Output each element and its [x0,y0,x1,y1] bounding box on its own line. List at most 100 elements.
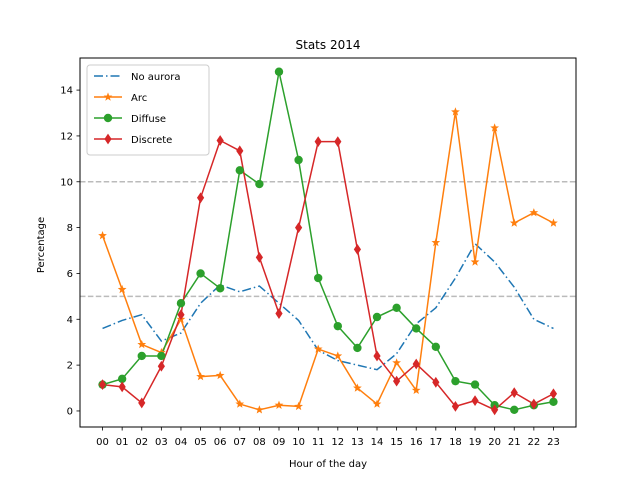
plot-frame [79,57,577,428]
data-point-arc-21 [509,218,519,227]
data-point-discrete-08 [255,251,263,263]
x-tick-label-14: 14 [371,437,384,448]
data-point-diffuse-17 [431,342,441,351]
x-axis: 00 01 02 03 04 05 06 07 08 09 10 11 12 13 14 15 16 17 18 19… [96,427,560,448]
x-tick-label-15: 15 [390,437,403,448]
x-tick-label-22: 22 [527,437,540,448]
data-point-diffuse-01 [117,374,127,384]
x-tick-label-00: 00 [96,437,109,448]
data-point-arc-13 [353,383,362,392]
x-tick-label-19: 19 [469,437,482,448]
data-point-arc-20 [490,123,500,132]
x-tick-label-20: 20 [488,437,501,448]
legend-label-no-aurora: No aurora [131,72,181,83]
data-point-arc-11 [313,344,323,353]
x-tick-label-10: 10 [292,437,305,448]
series-markers [98,67,558,416]
data-point-arc-07 [235,399,245,408]
legend-marker-diffuse [103,113,113,123]
data-point-discrete-18 [451,400,460,412]
data-point-diffuse-23 [549,397,558,406]
x-tick-label-18: 18 [449,437,462,448]
data-point-arc-05 [196,371,205,381]
series-line-diffuse [102,71,554,411]
data-point-discrete-13 [353,243,362,255]
y-tick-label-10: 10 [60,177,73,188]
data-point-diffuse-04 [176,299,186,308]
data-point-discrete-02 [138,397,146,409]
data-point-arc-10 [294,401,303,411]
x-tick-label-21: 21 [508,437,521,448]
x-tick-label-06: 06 [214,437,227,448]
series-line-no-aurora [102,242,554,371]
chart-title: Stats 2014 [296,38,361,52]
data-point-diffuse-13 [353,343,362,353]
data-point-discrete-22 [530,398,538,410]
data-point-diffuse-15 [392,303,401,313]
data-point-arc-00 [98,231,107,240]
series-line-discrete [102,139,554,411]
data-point-diffuse-16 [412,324,421,333]
data-point-arc-02 [137,339,147,349]
data-point-discrete-07 [236,145,244,157]
data-point-arc-23 [549,218,558,227]
data-point-arc-14 [372,399,382,408]
x-axis-label: Hour of the day [289,459,367,470]
data-point-discrete-14 [373,350,381,362]
data-point-discrete-05 [196,192,205,204]
data-point-arc-18 [451,107,460,116]
data-point-diffuse-03 [157,351,166,361]
legend-label-diffuse: Diffuse [131,114,166,125]
x-tick-label-11: 11 [312,437,325,448]
y-axis: 0 2 4 6 8 10 12 14 [60,86,80,417]
data-point-diffuse-18 [451,376,460,386]
data-point-discrete-21 [510,387,518,399]
data-point-diffuse-14 [372,312,382,322]
y-tick-label-12: 12 [60,131,73,142]
data-point-diffuse-07 [235,166,244,175]
y-tick-label-2: 2 [67,361,73,372]
legend-label-discrete: Discrete [131,135,172,146]
data-point-diffuse-08 [255,179,264,189]
data-point-discrete-20 [491,404,499,416]
data-point-diffuse-09 [274,67,284,76]
data-point-diffuse-10 [294,155,303,165]
data-point-discrete-16 [412,358,420,370]
data-point-discrete-00 [98,379,107,390]
legend-box [86,64,210,156]
x-tick-label-07: 07 [233,437,246,448]
legend: No aurora Arc Diffuse Discrete [86,64,210,156]
data-point-discrete-04 [177,309,185,321]
data-point-diffuse-02 [137,351,146,361]
data-point-arc-17 [431,237,441,247]
data-point-diffuse-05 [196,269,205,278]
data-point-arc-09 [274,400,284,409]
x-tick-label-03: 03 [155,437,168,448]
x-tick-label-12: 12 [331,437,344,448]
series-lines [101,71,554,411]
reference-lines [80,181,576,298]
data-point-arc-12 [333,351,343,360]
legend-label-arc: Arc [131,93,147,104]
data-point-arc-22 [529,208,539,217]
data-point-discrete-09 [275,308,283,319]
data-point-discrete-10 [294,222,303,234]
x-tick-label-17: 17 [429,437,442,448]
data-point-arc-19 [470,257,480,266]
data-point-discrete-01 [118,381,126,393]
data-point-diffuse-21 [510,405,519,415]
data-point-diffuse-06 [215,284,225,293]
series-line-arc [101,111,554,411]
data-point-arc-01 [117,284,127,294]
y-tick-label-6: 6 [67,269,73,280]
data-point-diffuse-11 [313,273,323,283]
x-tick-label-16: 16 [410,437,423,448]
x-tick-label-13: 13 [351,437,364,448]
data-point-diffuse-19 [470,380,480,389]
y-tick-label-0: 0 [67,406,73,417]
data-point-discrete-12 [334,136,342,148]
y-tick-label-14: 14 [60,86,73,97]
data-point-discrete-11 [314,136,322,148]
data-point-discrete-06 [216,135,224,146]
